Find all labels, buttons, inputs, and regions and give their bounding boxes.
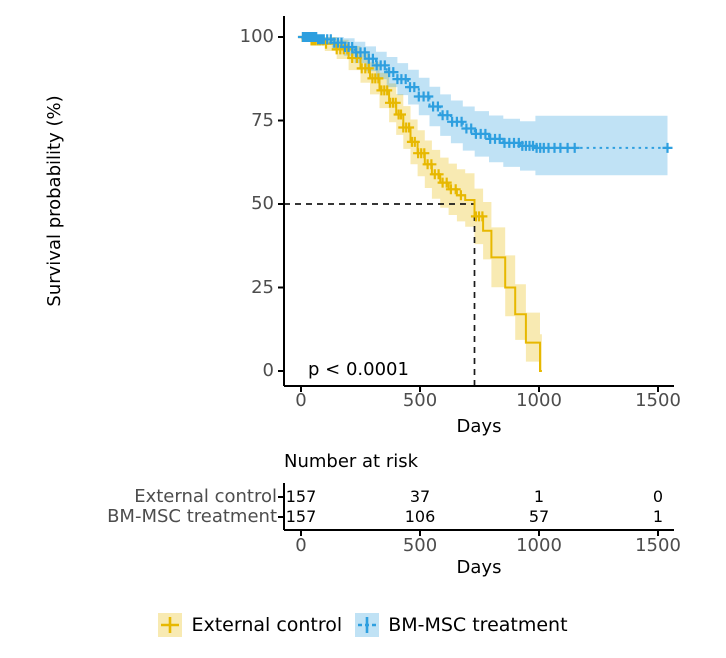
y-tick-label: 0 [262, 360, 274, 381]
confidence-band-external-control [301, 37, 542, 371]
y-tick-label: 25 [251, 276, 274, 298]
external-control-plus-censor-icon [158, 613, 183, 637]
bm-msc-treatment-plus-censor-icon [355, 613, 380, 637]
x-tick-label: 1000 [516, 390, 562, 411]
x-tick-label: 1500 [635, 390, 681, 411]
risk-count-value: 37 [409, 487, 431, 506]
x-tick-label: 500 [402, 390, 438, 411]
p-value-annotation: p < 0.0001 [308, 359, 409, 380]
risk-x-tick-label: 0 [295, 535, 307, 556]
y-tick-label: 75 [251, 109, 274, 131]
risk-table-title: Number at risk [284, 451, 419, 472]
risk-x-tick-label: 1500 [635, 535, 681, 556]
risk-x-tick-label: 1000 [516, 535, 562, 556]
risk-count-value: 157 [285, 507, 317, 526]
plus-censor-glyph [161, 617, 180, 633]
censor-marks-bm-msc-treatment [297, 32, 673, 153]
risk-count-value: 0 [652, 487, 664, 506]
risk-count-value: 1 [652, 507, 664, 526]
plus-censor-glyph [358, 617, 377, 633]
legend: External control BM-MSC treatment [0, 606, 726, 644]
risk-x-tick-label: 500 [402, 535, 438, 556]
x-axis-title: Days [456, 416, 502, 437]
legend-item-external-control: External control [158, 613, 342, 637]
y-axis-title: Survival probability (%) [44, 95, 65, 307]
risk-count-value: 106 [404, 507, 436, 526]
legend-label: BM-MSC treatment [388, 614, 568, 636]
y-tick-label: 50 [251, 193, 274, 214]
risk-count-value: 157 [285, 487, 317, 506]
y-tick-label: 100 [239, 26, 274, 47]
risk-row-label-external-control: External control [134, 486, 277, 507]
risk-table-x-axis-title: Days [456, 557, 502, 578]
risk-count-value: 57 [528, 507, 550, 526]
risk-count-value: 1 [533, 487, 545, 506]
legend-item-bm-msc-treatment: BM-MSC treatment [355, 613, 568, 637]
x-tick-label: 0 [295, 390, 307, 411]
legend-label: External control [191, 614, 343, 636]
risk-row-label-bm-msc-treatment: BM-MSC treatment [107, 506, 277, 527]
